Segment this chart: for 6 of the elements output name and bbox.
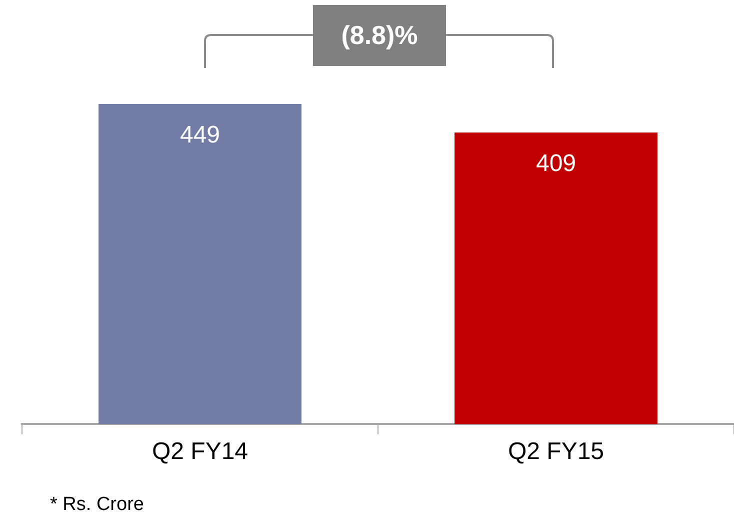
x-tick-label: Q2 FY14 <box>152 438 248 466</box>
data-label: 449 <box>180 122 220 149</box>
x-tick-label: Q2 FY15 <box>508 438 604 466</box>
data-label: 409 <box>536 150 576 178</box>
text: * Rs. Crore <box>50 494 144 516</box>
text: (8.8)% <box>313 5 446 66</box>
